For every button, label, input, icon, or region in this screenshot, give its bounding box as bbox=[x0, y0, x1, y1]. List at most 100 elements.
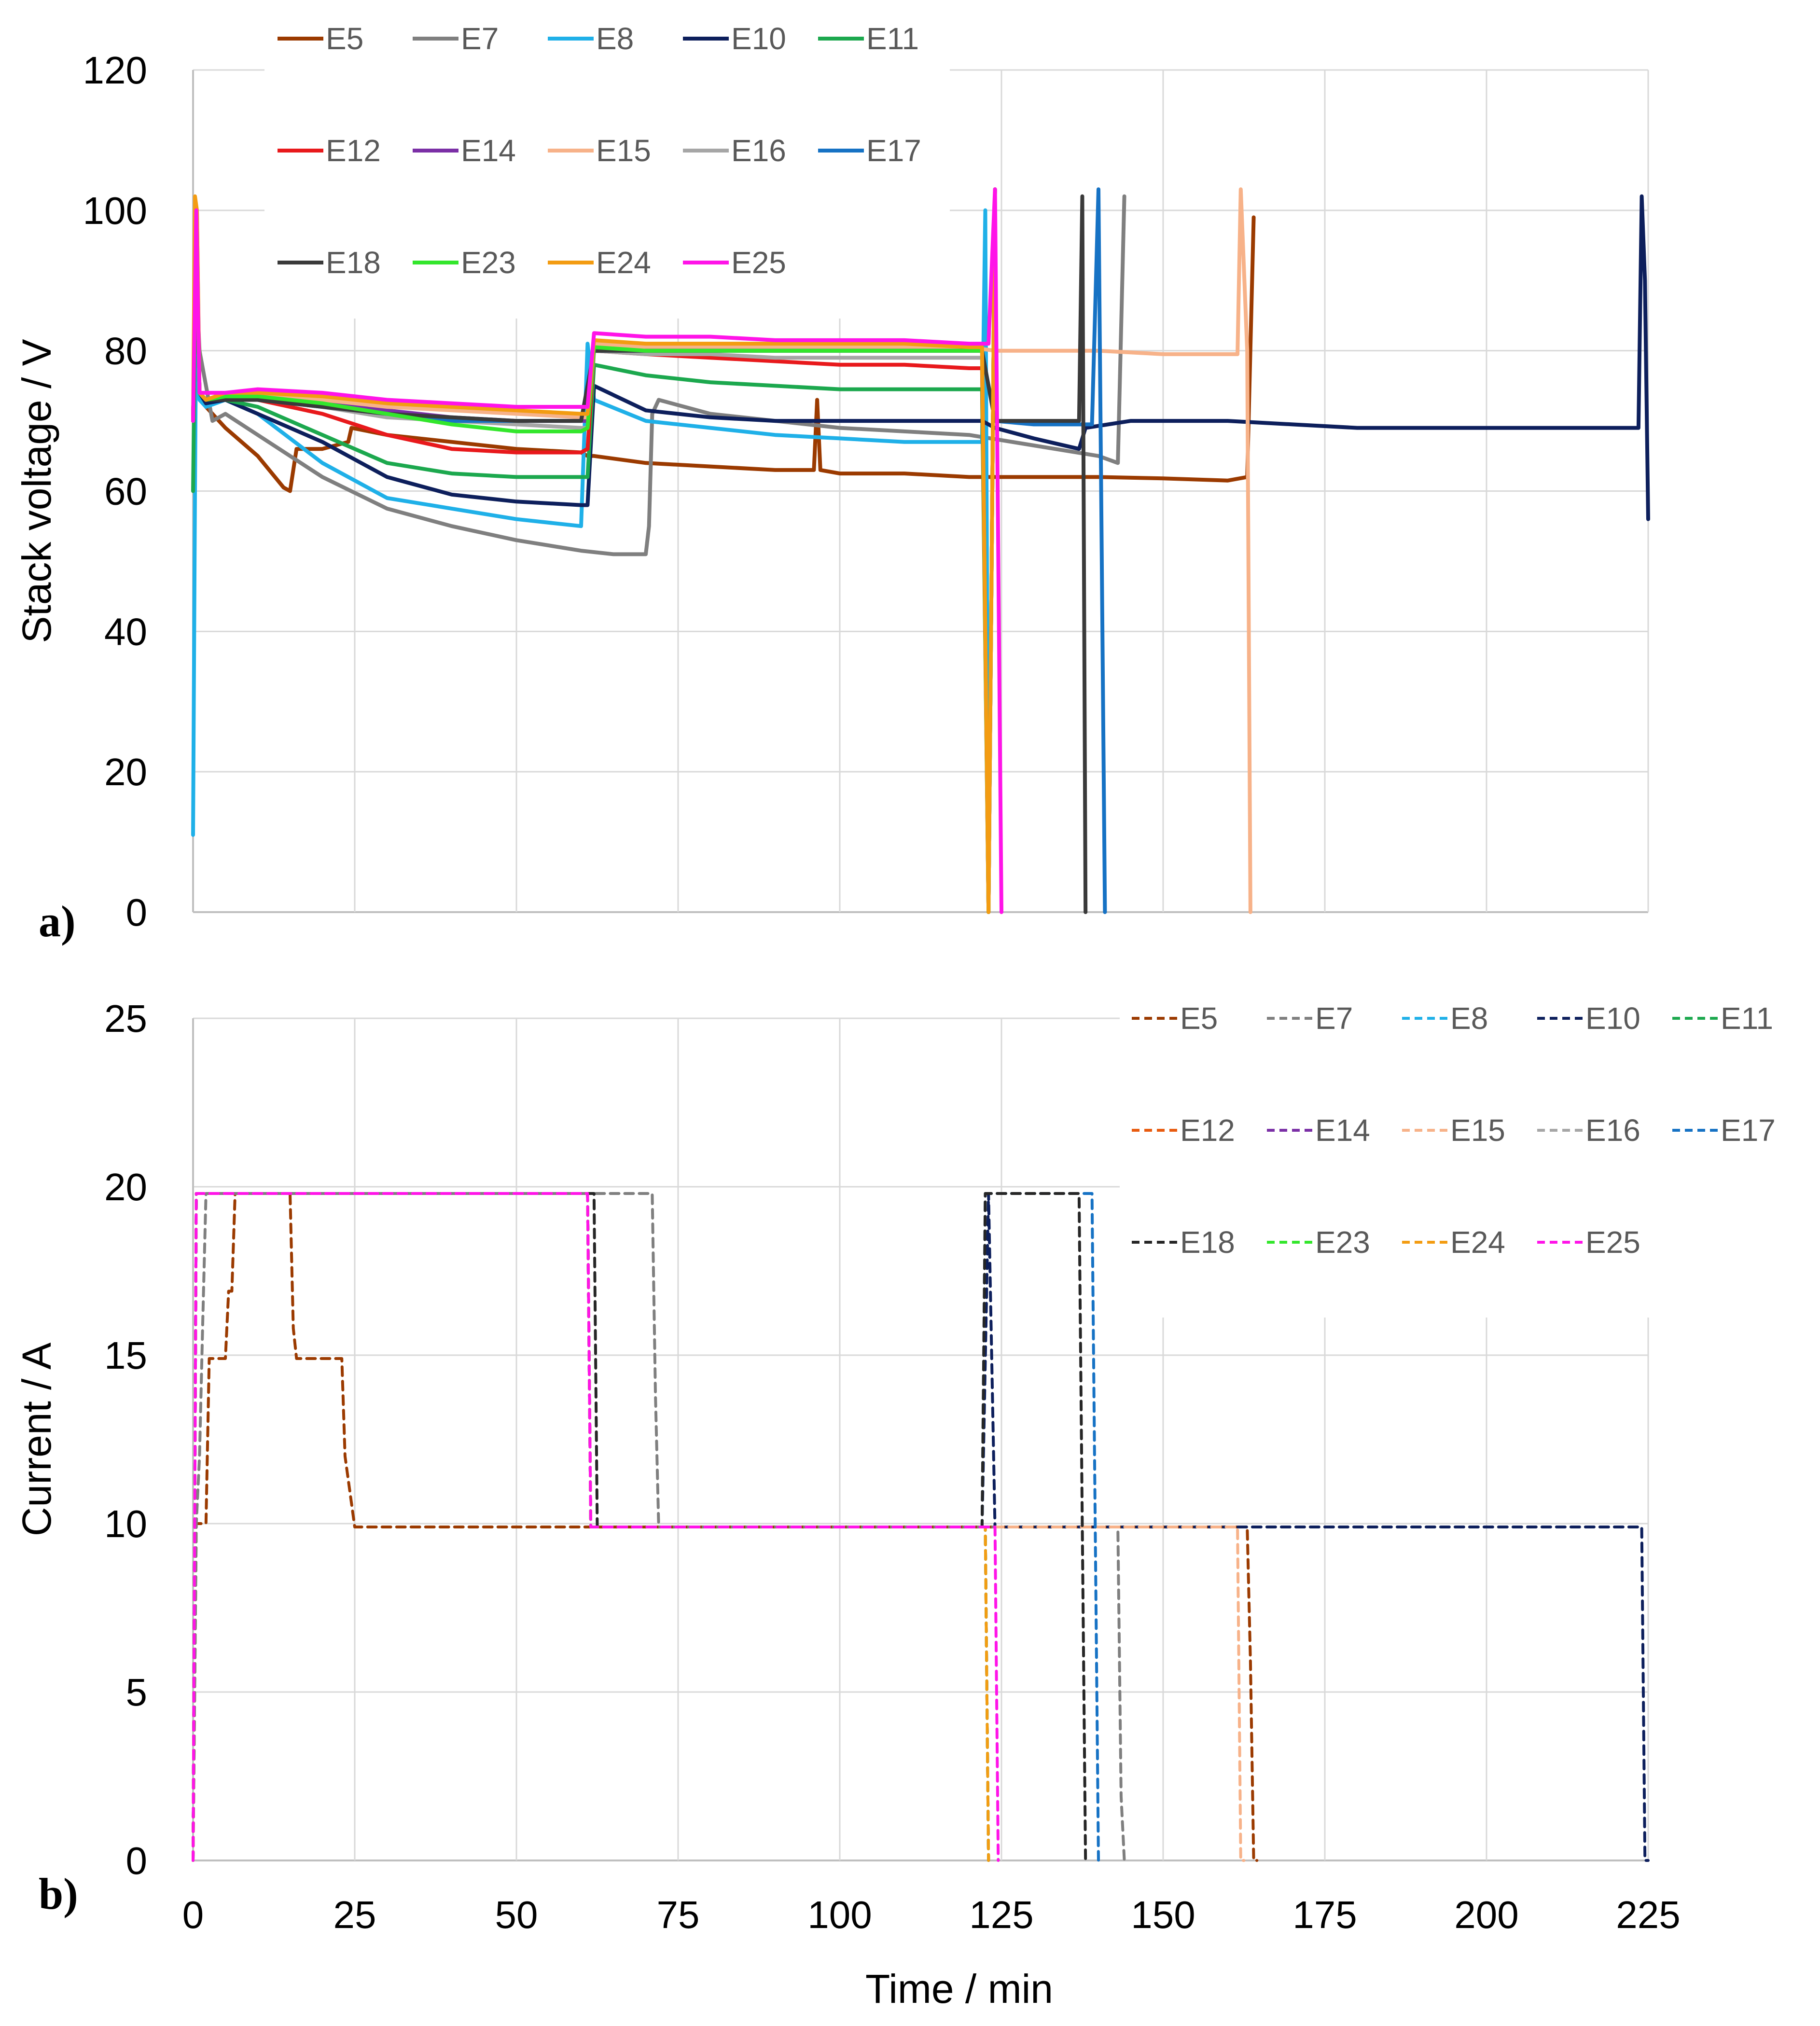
current-legend: E5 E7 E8 E10 E11 E12 E14 E15 E16 E17 E18 E23 E24 E25 bbox=[1132, 1001, 1776, 1260]
x-tick-label: 0 bbox=[182, 1893, 204, 1936]
legend-entry-e5: E5 bbox=[1132, 1001, 1218, 1036]
y-tick-label: 5 bbox=[126, 1671, 148, 1714]
legend-entry-e17: E17 bbox=[818, 133, 921, 168]
legend-label: E18 bbox=[326, 245, 381, 280]
current-panel: 0 5 10 15 20 25 0 25 50 75 100 125 150 175 200 225 E5 E7… bbox=[14, 989, 1820, 2012]
current-y-axis-label: Current / A bbox=[14, 1343, 59, 1537]
legend-entry-e14: E14 bbox=[413, 133, 516, 168]
legend-label: E5 bbox=[326, 21, 363, 56]
legend-entry-e18: E18 bbox=[278, 245, 381, 280]
series-e24-line bbox=[191, 187, 997, 914]
legend-label: E10 bbox=[731, 21, 786, 56]
y-tick-label: 0 bbox=[126, 891, 148, 934]
legend-entry-e24: E24 bbox=[1402, 1225, 1505, 1260]
legend-entry-e16: E16 bbox=[683, 133, 786, 168]
y-tick-label: 80 bbox=[104, 330, 147, 373]
voltage-tick-labels: 0 20 40 60 80 100 120 bbox=[83, 49, 147, 934]
current-tick-labels: 0 5 10 15 20 25 0 25 50 75 100 125 150 175 200 225 bbox=[104, 997, 1681, 1936]
x-tick-label: 25 bbox=[333, 1893, 376, 1936]
voltage-legend: E5 E7 E8 E10 E11 E12 E14 E15 E16 E17 E18 E23 E24 E25 bbox=[278, 21, 921, 280]
series-e25-line bbox=[191, 187, 1003, 914]
x-tick-label: 50 bbox=[495, 1893, 538, 1936]
legend-label: E5 bbox=[1180, 1001, 1218, 1036]
legend-entry-e17: E17 bbox=[1672, 1113, 1776, 1148]
legend-label: E7 bbox=[1315, 1001, 1353, 1036]
legend-entry-e25: E25 bbox=[683, 245, 786, 280]
legend-label: E25 bbox=[1585, 1225, 1640, 1260]
x-tick-label: 100 bbox=[807, 1893, 872, 1936]
legend-label: E14 bbox=[1315, 1113, 1370, 1148]
legend-entry-e18: E18 bbox=[1132, 1225, 1235, 1260]
legend-label: E11 bbox=[1721, 1001, 1773, 1036]
x-tick-label: 125 bbox=[969, 1893, 1033, 1936]
legend-entry-e10: E10 bbox=[683, 21, 786, 56]
legend-label: E24 bbox=[596, 245, 651, 280]
legend-entry-e16: E16 bbox=[1537, 1113, 1640, 1148]
legend-label: E12 bbox=[1180, 1113, 1235, 1148]
legend-label: E7 bbox=[461, 21, 499, 56]
legend-label: E24 bbox=[1450, 1225, 1505, 1260]
voltage-panel: 0 20 40 60 80 100 120 E5 E7 E8 E10 E11 E12 E14 E15 E16… bbox=[14, 14, 1650, 946]
x-tick-label: 200 bbox=[1454, 1893, 1518, 1936]
legend-entry-e12: E12 bbox=[278, 133, 381, 168]
series-e10-line bbox=[191, 194, 1650, 521]
y-tick-label: 120 bbox=[83, 49, 147, 92]
legend-entry-e5: E5 bbox=[278, 21, 363, 56]
series-e8-line bbox=[191, 187, 997, 914]
legend-entry-e24: E24 bbox=[548, 245, 651, 280]
legend-label: E14 bbox=[461, 133, 516, 168]
legend-label: E8 bbox=[596, 21, 634, 56]
y-tick-label: 40 bbox=[104, 610, 147, 653]
legend-label: E17 bbox=[866, 133, 921, 168]
legend-label: E25 bbox=[731, 245, 786, 280]
voltage-y-axis-label: Stack voltage / V bbox=[14, 339, 59, 643]
time-x-axis-label: Time / min bbox=[865, 1966, 1053, 2012]
panel-b-label: b) bbox=[39, 1869, 78, 1918]
x-tick-label: 75 bbox=[657, 1893, 700, 1936]
legend-entry-e7: E7 bbox=[1267, 1001, 1353, 1036]
legend-label: E18 bbox=[1180, 1225, 1235, 1260]
legend-entry-e23: E23 bbox=[1267, 1225, 1370, 1260]
legend-entry-e11: E11 bbox=[1672, 1001, 1773, 1036]
y-tick-label: 0 bbox=[126, 1839, 148, 1882]
voltage-plot-area bbox=[191, 187, 1650, 914]
legend-entry-e25: E25 bbox=[1537, 1225, 1640, 1260]
y-tick-label: 60 bbox=[104, 470, 147, 513]
legend-label: E8 bbox=[1450, 1001, 1488, 1036]
series-e25-line bbox=[192, 1192, 1000, 1862]
y-tick-label: 20 bbox=[104, 750, 147, 793]
y-tick-label: 15 bbox=[104, 1334, 147, 1377]
legend-entry-e23: E23 bbox=[413, 245, 516, 280]
legend-entry-e11: E11 bbox=[818, 21, 919, 56]
y-tick-label: 20 bbox=[104, 1166, 147, 1208]
legend-entry-e15: E15 bbox=[548, 133, 651, 168]
legend-label: E10 bbox=[1585, 1001, 1640, 1036]
legend-label: E12 bbox=[326, 133, 381, 168]
legend-entry-e8: E8 bbox=[1402, 1001, 1488, 1036]
legend-entry-e7: E7 bbox=[413, 21, 499, 56]
current-legend-background bbox=[1120, 989, 1820, 1318]
legend-entry-e15: E15 bbox=[1402, 1113, 1505, 1148]
legend-label: E16 bbox=[1585, 1113, 1640, 1148]
x-tick-label: 225 bbox=[1616, 1893, 1680, 1936]
legend-entry-e10: E10 bbox=[1537, 1001, 1640, 1036]
x-tick-label: 175 bbox=[1292, 1893, 1357, 1936]
legend-entry-e12: E12 bbox=[1132, 1113, 1235, 1148]
y-tick-label: 100 bbox=[83, 189, 147, 232]
legend-label: E23 bbox=[461, 245, 516, 280]
legend-entry-e8: E8 bbox=[548, 21, 634, 56]
legend-label: E16 bbox=[731, 133, 786, 168]
legend-label: E15 bbox=[596, 133, 651, 168]
current-plot-area bbox=[192, 1192, 1650, 1862]
current-gridlines bbox=[192, 1017, 1649, 1861]
voltage-legend-background bbox=[264, 14, 950, 319]
y-tick-label: 25 bbox=[104, 997, 147, 1040]
legend-entry-e14: E14 bbox=[1267, 1113, 1370, 1148]
legend-label: E15 bbox=[1450, 1113, 1505, 1148]
y-tick-label: 10 bbox=[104, 1502, 147, 1545]
legend-label: E11 bbox=[866, 21, 919, 56]
panel-a-label: a) bbox=[39, 897, 76, 946]
x-tick-label: 150 bbox=[1131, 1893, 1195, 1936]
series-e7-line bbox=[191, 194, 1126, 556]
